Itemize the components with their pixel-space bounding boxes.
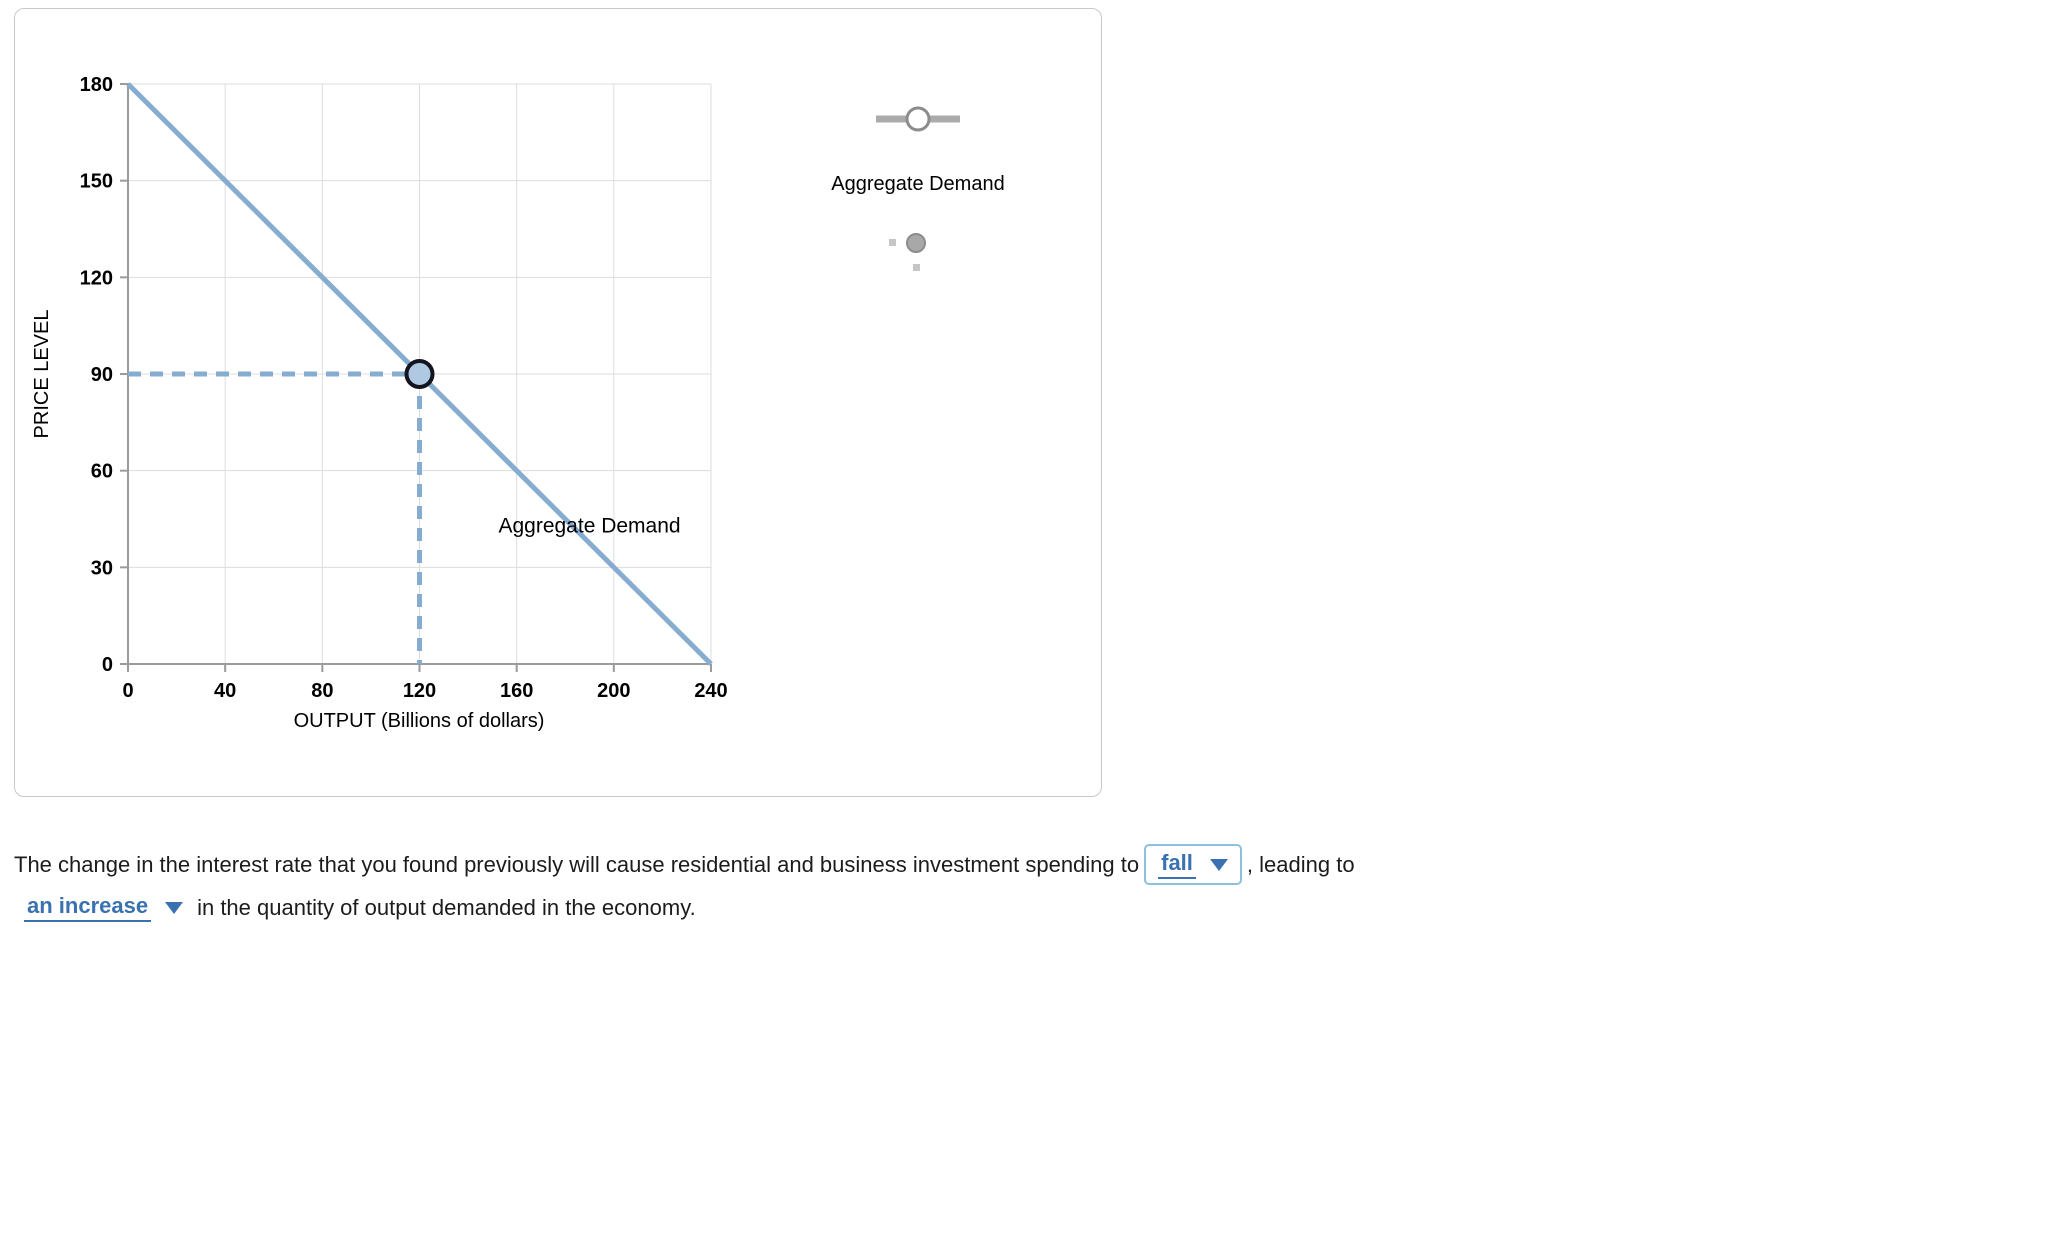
palette-point-tool[interactable]: [889, 233, 926, 271]
x-tick-label: 200: [597, 680, 630, 702]
point-tool-icon[interactable]: [906, 233, 926, 253]
x-tick-label: 240: [694, 680, 727, 702]
ad-curve-label: Aggregate Demand: [498, 514, 680, 537]
x-tick-label: 160: [500, 680, 533, 702]
x-tick-label: 40: [214, 680, 236, 702]
question-line-1: The change in the interest rate that you…: [14, 843, 1355, 886]
ad-chart: 0 30 60 90 120 150 180 0 40 80 120 160 200 240 Aggrega…: [31, 74, 1005, 732]
y-tick-label: 0: [102, 654, 113, 676]
palette-line-tool-label: Aggregate Demand: [831, 173, 1004, 195]
dropdown-investment-spending-value: fall: [1158, 850, 1196, 879]
dropdown-output-demand[interactable]: an increase: [24, 893, 184, 922]
question-segment-2: , leading to: [1246, 851, 1355, 877]
y-tick-label: 60: [91, 461, 113, 483]
chevron-down-icon: [165, 901, 184, 914]
y-tick-label: 30: [91, 557, 113, 579]
point-tool-dash-left-icon: [889, 239, 896, 246]
y-axis-title: PRICE LEVEL: [31, 310, 53, 439]
y-tick-label: 90: [91, 364, 113, 386]
chevron-down-icon: [1209, 858, 1228, 871]
y-tick-label: 180: [80, 74, 113, 96]
x-axis-title: OUTPUT (Billions of dollars): [294, 710, 545, 732]
x-tick-label: 120: [403, 680, 436, 702]
plot-area: 0 30 60 90 120 150 180 0 40 80 120 160 200 240 Aggrega…: [80, 74, 728, 702]
equilibrium-point[interactable]: [404, 359, 435, 389]
question-segment-1: The change in the interest rate that you…: [14, 851, 1140, 877]
y-tick-label: 150: [80, 171, 113, 193]
question-text: The change in the interest rate that you…: [14, 843, 1355, 929]
graph-panel: 0 30 60 90 120 150 180 0 40 80 120 160 200 240 Aggrega…: [14, 8, 1102, 797]
point-tool-dash-bottom-icon: [913, 264, 920, 271]
dropdown-investment-spending[interactable]: fall: [1144, 844, 1242, 885]
line-tool-handle-icon[interactable]: [905, 106, 931, 132]
x-tick-label: 80: [311, 680, 333, 702]
x-tick-label: 0: [122, 680, 133, 702]
y-tick-label: 120: [80, 267, 113, 289]
question-line-2: an increase in the quantity of output de…: [14, 886, 1355, 929]
palette-line-tool[interactable]: [876, 106, 960, 132]
dropdown-output-demand-value: an increase: [24, 893, 152, 922]
question-segment-3: in the quantity of output demanded in th…: [197, 894, 696, 920]
